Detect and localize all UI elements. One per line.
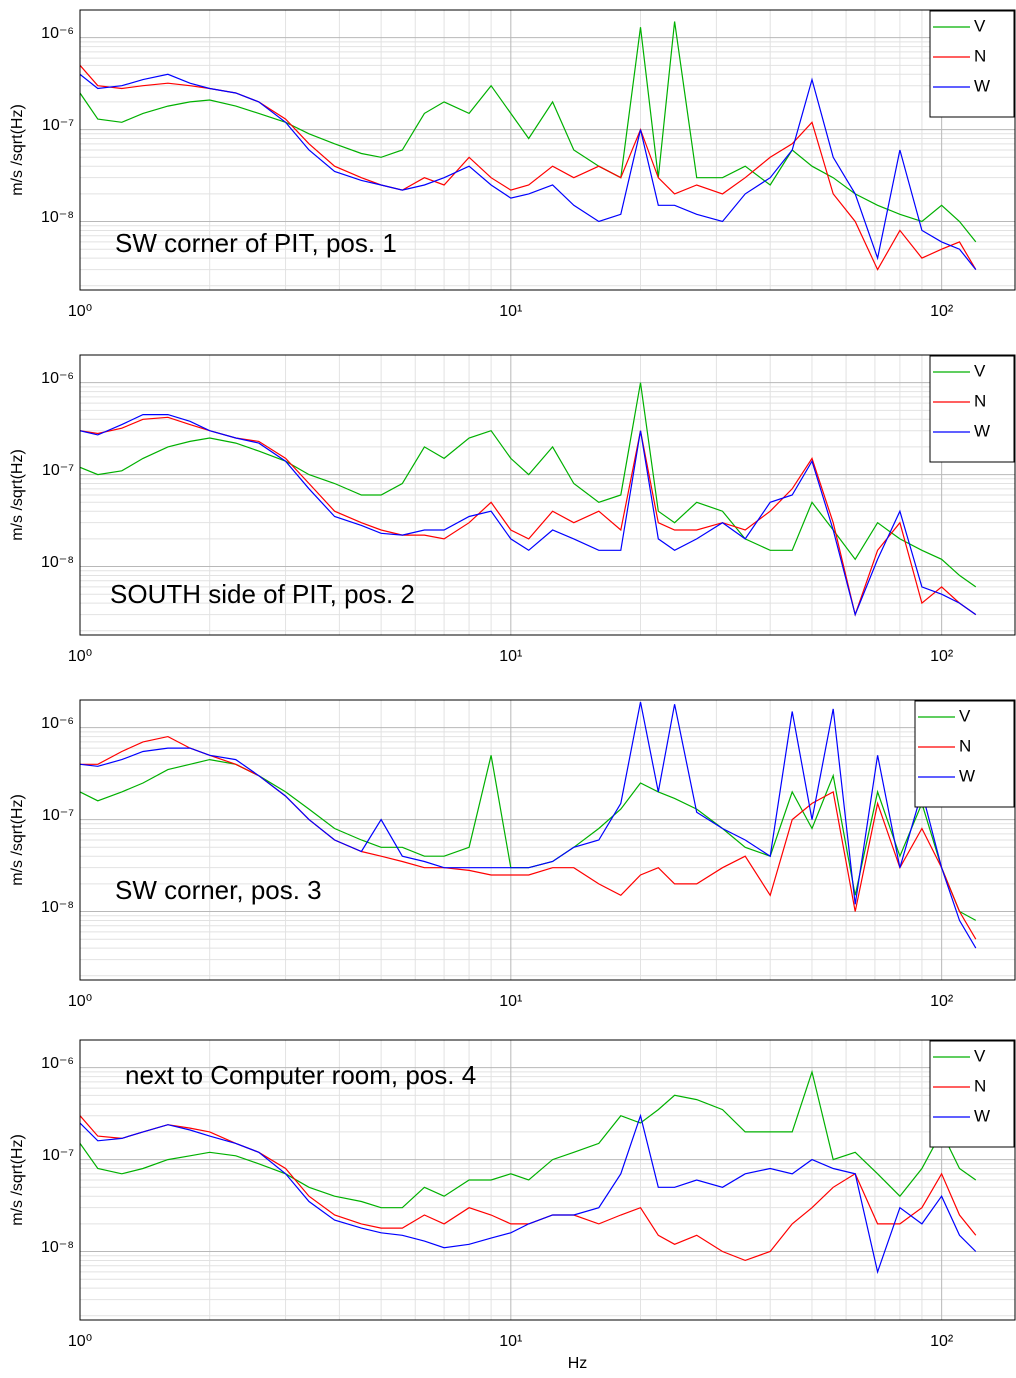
legend-label: W <box>959 766 975 785</box>
annotation: SW corner, pos. 3 <box>115 875 322 905</box>
legend-label: W <box>974 76 990 95</box>
x-tick-label: 10⁰ <box>68 303 92 320</box>
y-tick-label: 10⁻⁸ <box>41 554 74 571</box>
y-tick-label: 10⁻⁷ <box>42 462 74 479</box>
legend-label: N <box>974 391 986 410</box>
series-line <box>80 73 977 270</box>
x-tick-label: 10⁰ <box>68 993 92 1010</box>
plot-frame <box>79 699 1016 981</box>
x-tick-label: 10⁰ <box>68 648 92 665</box>
legend-label: V <box>974 361 986 380</box>
y-tick-label: 10⁻⁸ <box>41 899 74 916</box>
y-tick-label: 10⁻⁸ <box>41 209 74 226</box>
x-axis-label: Hz <box>568 1355 588 1372</box>
series-line <box>80 414 977 617</box>
y-tick-label: 10⁻⁷ <box>42 807 74 824</box>
y-axis-label: m/s /sqrt(Hz) <box>9 449 26 541</box>
x-tick-label: 10¹ <box>499 993 522 1010</box>
y-axis-label: m/s /sqrt(Hz) <box>9 1134 26 1226</box>
annotation: SW corner of PIT, pos. 1 <box>115 228 397 258</box>
legend-box <box>929 1040 1015 1148</box>
x-tick-label: 10² <box>930 648 954 665</box>
series-line <box>80 1069 977 1209</box>
legend-label: W <box>974 1106 990 1125</box>
legend-box <box>914 700 1015 808</box>
legend-label: V <box>959 706 971 725</box>
y-tick-label: 10⁻⁷ <box>42 117 74 134</box>
plot-frame <box>79 1039 1016 1321</box>
x-tick-label: 10¹ <box>499 648 522 665</box>
series-line <box>80 735 977 940</box>
y-tick-label: 10⁻⁶ <box>41 715 74 732</box>
annotation: next to Computer room, pos. 4 <box>125 1060 476 1090</box>
series-line <box>80 21 977 243</box>
series-line <box>80 382 977 588</box>
x-tick-label: 10¹ <box>499 1333 522 1350</box>
legend-label: N <box>959 736 971 755</box>
y-axis-label: m/s /sqrt(Hz) <box>9 794 26 886</box>
y-tick-label: 10⁻⁶ <box>41 25 74 42</box>
x-tick-label: 10² <box>930 1333 954 1350</box>
legend-label: N <box>974 46 986 65</box>
x-tick-label: 10² <box>930 993 954 1010</box>
annotation: SOUTH side of PIT, pos. 2 <box>110 579 415 609</box>
x-tick-label: 10⁰ <box>68 1333 92 1350</box>
y-tick-label: 10⁻⁶ <box>41 1055 74 1072</box>
y-axis-label: m/s /sqrt(Hz) <box>9 104 26 196</box>
legend-label: V <box>974 1046 986 1065</box>
y-tick-label: 10⁻⁷ <box>42 1147 74 1164</box>
legend-label: V <box>974 16 986 35</box>
subplot: 10⁰ 10¹ 10² 10⁻⁸ 10⁻⁷ 10⁻⁶ SW corner, pos. 3 m/… <box>9 699 1016 1010</box>
subplot: 10⁰ 10¹ 10² 10⁻⁸ 10⁻⁷ 10⁻⁶ next to Computer ro… <box>9 1039 1016 1372</box>
legend-label: N <box>974 1076 986 1095</box>
legend-label: W <box>974 421 990 440</box>
y-tick-label: 10⁻⁸ <box>41 1239 74 1256</box>
x-tick-label: 10¹ <box>499 303 522 320</box>
legend-box <box>929 10 1015 118</box>
series-line <box>80 701 977 949</box>
series-line <box>80 1113 977 1275</box>
plot-frame <box>79 9 1016 291</box>
subplot: 10⁰ 10¹ 10² 10⁻⁸ 10⁻⁷ 10⁻⁶ SOUTH side of PIT, … <box>9 354 1016 665</box>
plot-frame <box>79 354 1016 636</box>
legend-box <box>929 355 1015 463</box>
x-tick-label: 10² <box>930 303 954 320</box>
subplot: 10⁰ 10¹ 10² 10⁻⁸ 10⁻⁷ 10⁻⁶ SW corner of PIT, p… <box>9 9 1016 320</box>
y-tick-label: 10⁻⁶ <box>41 370 74 387</box>
